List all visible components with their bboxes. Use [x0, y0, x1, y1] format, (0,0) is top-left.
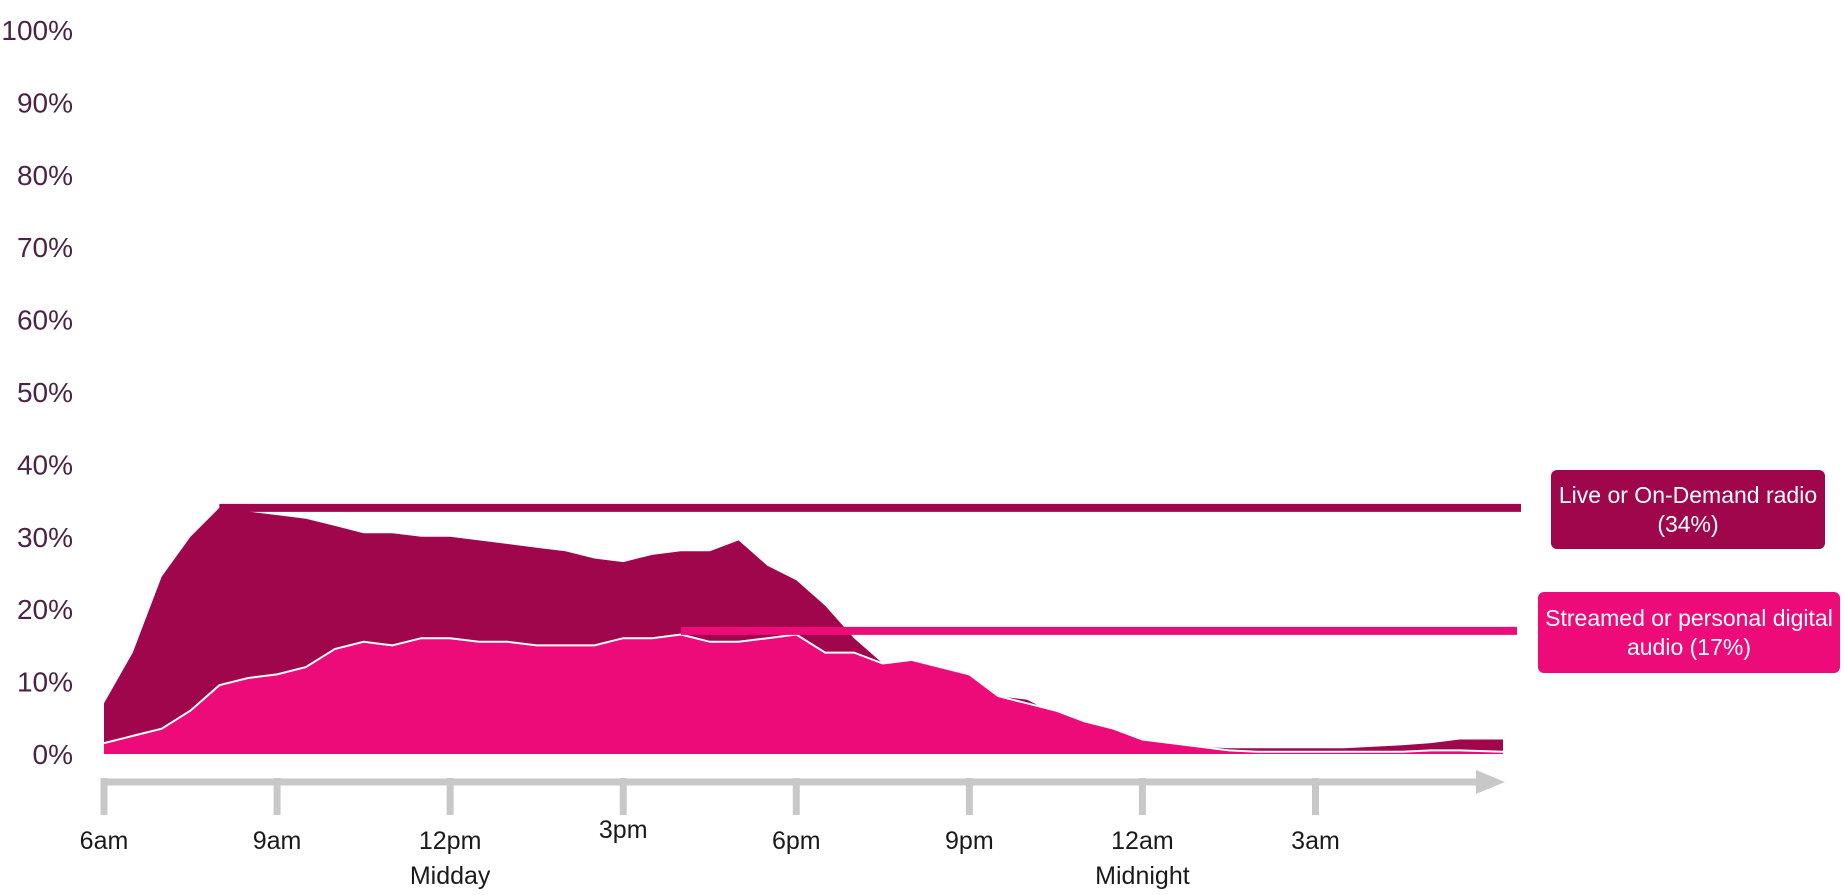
- y-tick-label: 60%: [17, 305, 73, 336]
- legend-streamed-audio-line2: audio (17%): [1626, 633, 1751, 660]
- x-tick-sublabel: Midday: [410, 862, 491, 890]
- reference-lines: [219, 503, 1521, 635]
- y-tick-label: 50%: [17, 377, 73, 408]
- x-tick-label: 9pm: [945, 827, 994, 855]
- x-axis: 6am 9am 12pm Midday 3pm 6pm 9pm 12am Midnight 3am: [80, 770, 1505, 890]
- y-tick-label: 70%: [17, 232, 73, 263]
- legend-live-radio-line2: (34%): [1657, 510, 1719, 537]
- x-tick-label: 3pm: [599, 816, 648, 844]
- legend-streamed-audio: Streamed or personal digital audio (17%): [1538, 592, 1840, 673]
- y-tick-label: 30%: [17, 522, 73, 553]
- x-tick-label: 12am: [1111, 827, 1174, 855]
- x-tick-label: 6pm: [772, 827, 821, 855]
- y-tick-label: 40%: [17, 449, 73, 480]
- y-tick-label: 90%: [17, 87, 73, 118]
- x-tick-sublabel: Midnight: [1095, 862, 1190, 890]
- legend-live-radio-line1: Live or On-Demand radio: [1558, 481, 1818, 508]
- legend-streamed-audio-line1: Streamed or personal digital: [1545, 604, 1833, 631]
- y-tick-label: 100%: [1, 15, 73, 46]
- y-tick-label: 80%: [17, 160, 73, 191]
- legend-live-radio: Live or On-Demand radio (34%): [1551, 470, 1825, 549]
- x-tick-label: 3am: [1291, 827, 1340, 855]
- y-tick-label: 10%: [17, 667, 73, 698]
- series-area-1: [104, 634, 1503, 754]
- x-tick-label: 9am: [253, 827, 302, 855]
- y-tick-label: 0%: [33, 739, 73, 770]
- y-tick-label: 20%: [17, 594, 73, 625]
- x-axis-arrow: [1476, 770, 1505, 794]
- y-axis-ticks: 0% 10% 20% 30% 40% 50% 60% 70% 80% 90% 100%: [1, 15, 73, 770]
- x-tick-label: 6am: [80, 827, 129, 855]
- x-tick-label: 12pm: [419, 827, 482, 855]
